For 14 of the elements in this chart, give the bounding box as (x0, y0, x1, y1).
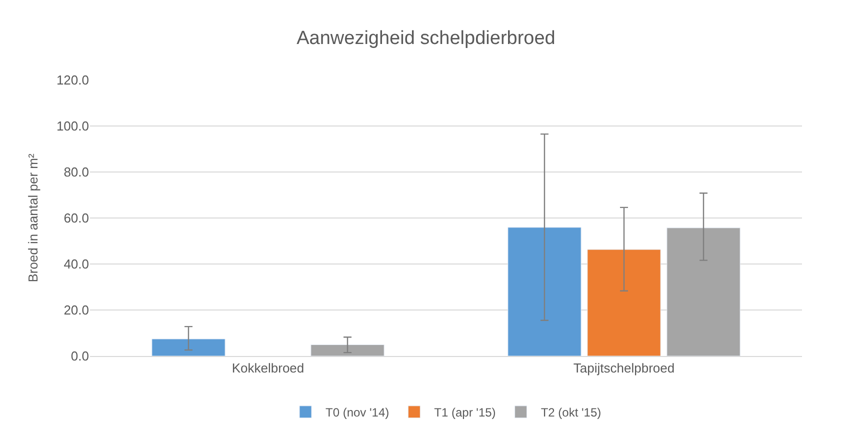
y-axis-title: Broed in aantal per m² (25, 153, 40, 282)
x-tick-label: Tapijtschelpbroed (573, 360, 675, 376)
legend-label: T1 (apr '15) (434, 406, 496, 420)
x-tick-label: Kokkelbroed (232, 360, 304, 376)
y-tick-label: 20.0 (64, 302, 89, 318)
legend-label: T2 (okt '15) (540, 406, 602, 420)
y-tick-label: 100.0 (56, 118, 89, 134)
y-tick-label: 80.0 (64, 164, 89, 180)
chart-title: Aanwezigheid schelpdierbroed (296, 28, 556, 49)
y-tick-label: 40.0 (64, 256, 89, 272)
y-tick-label: 120.0 (56, 72, 89, 88)
legend-label: T0 (nov '14) (326, 406, 390, 420)
y-tick-label: 0.0 (70, 348, 89, 364)
y-tick-label: 60.0 (64, 210, 89, 226)
